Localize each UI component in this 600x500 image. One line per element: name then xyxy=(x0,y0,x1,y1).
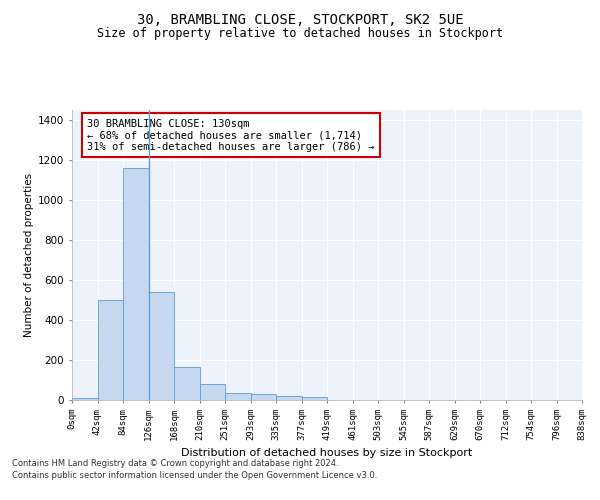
Text: Contains HM Land Registry data © Crown copyright and database right 2024.: Contains HM Land Registry data © Crown c… xyxy=(12,458,338,468)
Text: Size of property relative to detached houses in Stockport: Size of property relative to detached ho… xyxy=(97,28,503,40)
X-axis label: Distribution of detached houses by size in Stockport: Distribution of detached houses by size … xyxy=(181,448,473,458)
Text: 30 BRAMBLING CLOSE: 130sqm
← 68% of detached houses are smaller (1,714)
31% of s: 30 BRAMBLING CLOSE: 130sqm ← 68% of deta… xyxy=(88,118,375,152)
Bar xyxy=(251,394,276,400)
Bar xyxy=(123,168,149,400)
Bar xyxy=(225,393,251,400)
Text: 30, BRAMBLING CLOSE, STOCKPORT, SK2 5UE: 30, BRAMBLING CLOSE, STOCKPORT, SK2 5UE xyxy=(137,12,463,26)
Bar xyxy=(97,300,123,400)
Bar xyxy=(276,396,302,400)
Bar xyxy=(149,292,174,400)
Bar xyxy=(199,384,225,400)
Text: Contains public sector information licensed under the Open Government Licence v3: Contains public sector information licen… xyxy=(12,471,377,480)
Bar xyxy=(72,398,97,400)
Bar xyxy=(174,367,199,400)
Bar xyxy=(302,397,327,400)
Y-axis label: Number of detached properties: Number of detached properties xyxy=(24,173,34,337)
